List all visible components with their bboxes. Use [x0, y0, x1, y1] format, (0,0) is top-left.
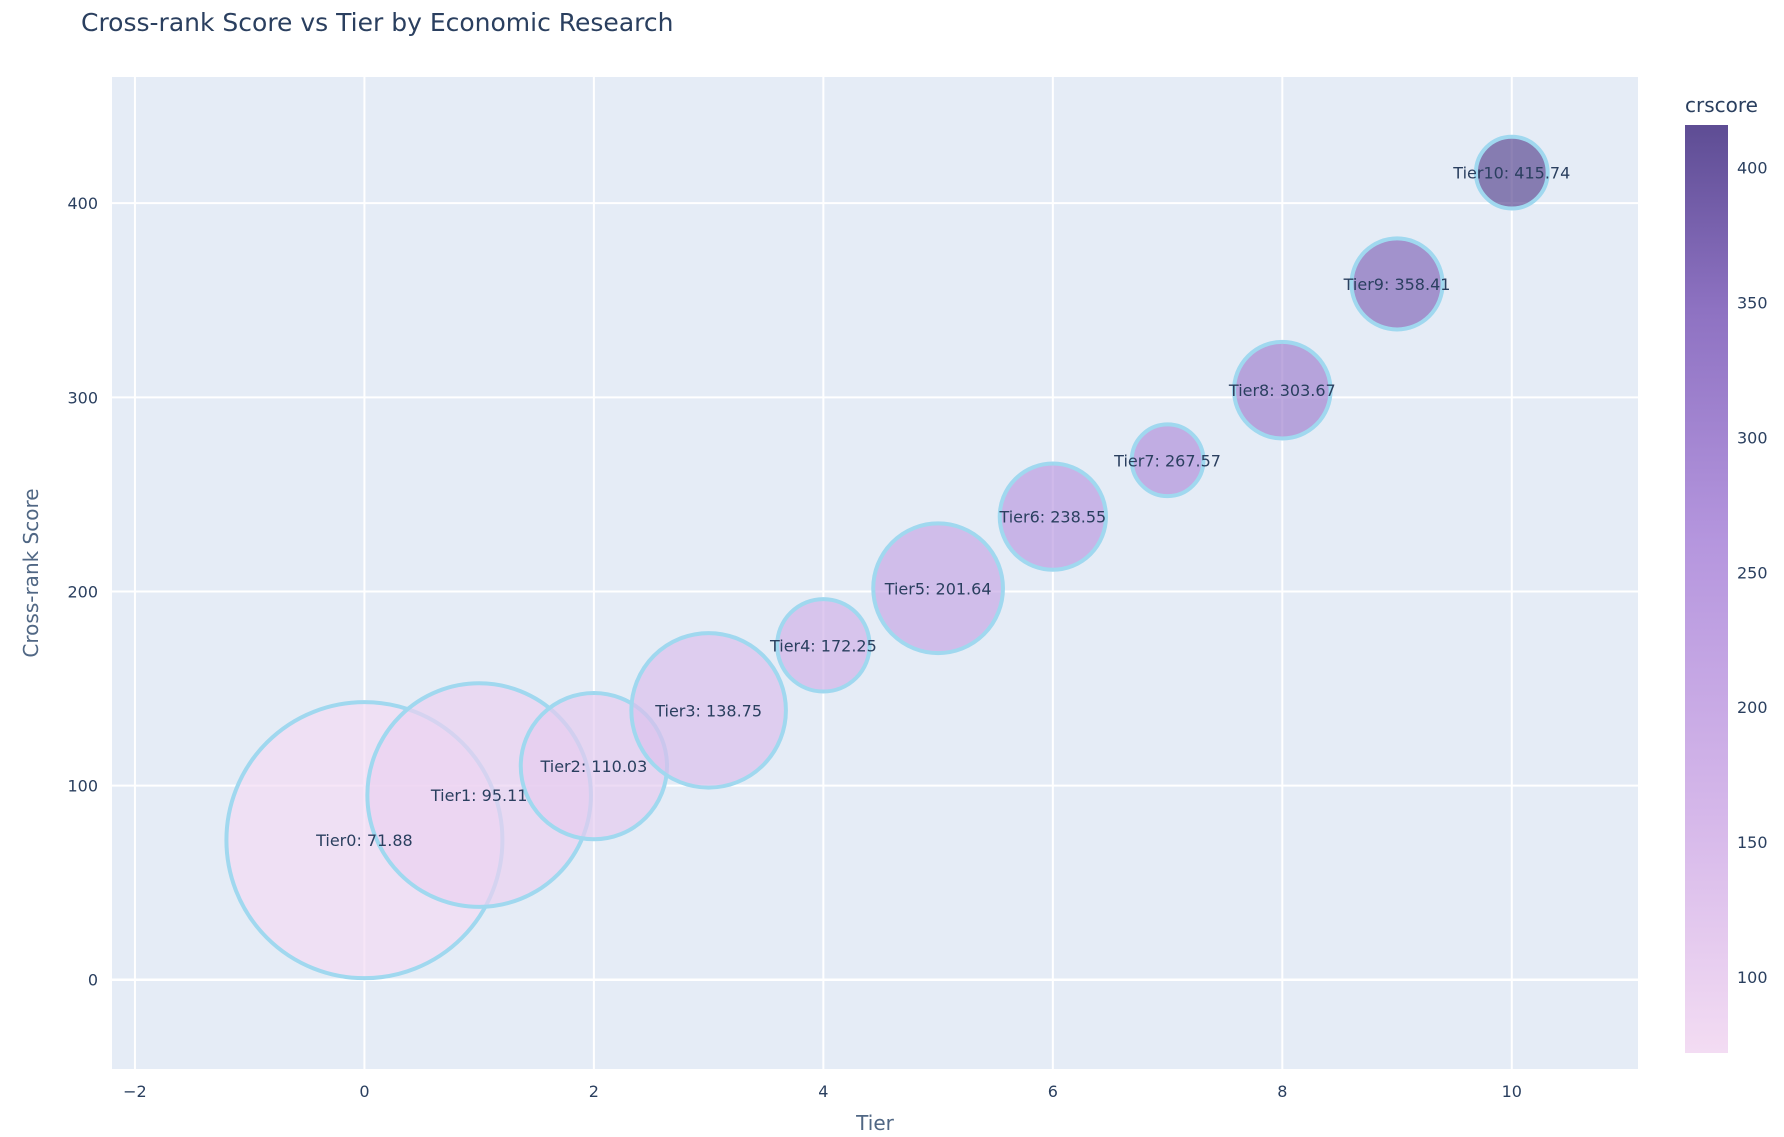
y-axis-title: Cross-rank Score	[19, 488, 43, 657]
y-tick-label: 400	[67, 194, 98, 213]
x-tick-label: 2	[589, 1082, 599, 1101]
bubble	[871, 521, 1005, 656]
colorbar-tick-label: 350	[1737, 293, 1768, 312]
bubble-label: Tier7: 267.57	[1113, 451, 1221, 470]
colorbar-tick-label: 250	[1737, 563, 1768, 582]
bubble	[775, 597, 872, 694]
colorbar-tick-label: 200	[1737, 698, 1768, 717]
colorbar-title: crscore	[1685, 93, 1758, 117]
bubble-labels: Tier0: 71.88 Tier1: 95.11 Tier2: 110.03 Tie…	[315, 164, 1570, 851]
colorbar-tick-label: 400	[1737, 158, 1768, 177]
bubble-label: Tier4: 172.25	[769, 636, 877, 655]
y-tick-label: 200	[67, 582, 98, 601]
bubble-label: Tier8: 303.67	[1228, 381, 1336, 400]
x-tick-label: 4	[818, 1082, 828, 1101]
bubble	[1129, 422, 1206, 499]
bubble	[1473, 134, 1550, 211]
y-tick-label: 100	[67, 777, 98, 796]
bubble-label: Tier2: 110.03	[539, 757, 647, 776]
bubble	[629, 631, 788, 790]
colorbar-ticks: 100 150 200 250 300 350 400	[1737, 158, 1768, 987]
x-tick-label: −2	[123, 1082, 147, 1101]
x-tick-label: 6	[1048, 1082, 1058, 1101]
x-tick-label: 10	[1502, 1082, 1522, 1101]
bubble-label: Tier9: 358.41	[1343, 275, 1451, 294]
x-tick-label: 0	[359, 1082, 369, 1101]
bubble-label: Tier3: 138.75	[654, 701, 762, 720]
colorbar-tick-label: 100	[1737, 968, 1768, 987]
colorbar	[1685, 125, 1728, 1053]
y-axis-ticks: 0 100 200 300 400	[67, 194, 98, 990]
x-axis-ticks: −2 0 2 4 6 8 10	[123, 1082, 1522, 1101]
bubble-label: Tier10: 415.74	[1452, 164, 1570, 183]
bubbles	[224, 134, 1550, 981]
bubble-label: Tier6: 238.55	[998, 508, 1106, 527]
bubble-label: Tier0: 71.88	[315, 831, 413, 850]
colorbar-tick-label: 150	[1737, 833, 1768, 852]
x-axis-title: Tier	[855, 1111, 894, 1135]
chart-title: Cross-rank Score vs Tier by Economic Res…	[81, 8, 673, 37]
colorbar-tick-label: 300	[1737, 428, 1768, 447]
bubble	[1349, 236, 1445, 332]
y-tick-label: 300	[67, 388, 98, 407]
x-tick-label: 8	[1277, 1082, 1287, 1101]
bubble-label: Tier5: 201.64	[884, 579, 992, 598]
bubble	[997, 461, 1108, 572]
y-tick-label: 0	[88, 971, 98, 990]
bubble	[1232, 339, 1333, 441]
bubble-label: Tier1: 95.11	[430, 786, 528, 805]
